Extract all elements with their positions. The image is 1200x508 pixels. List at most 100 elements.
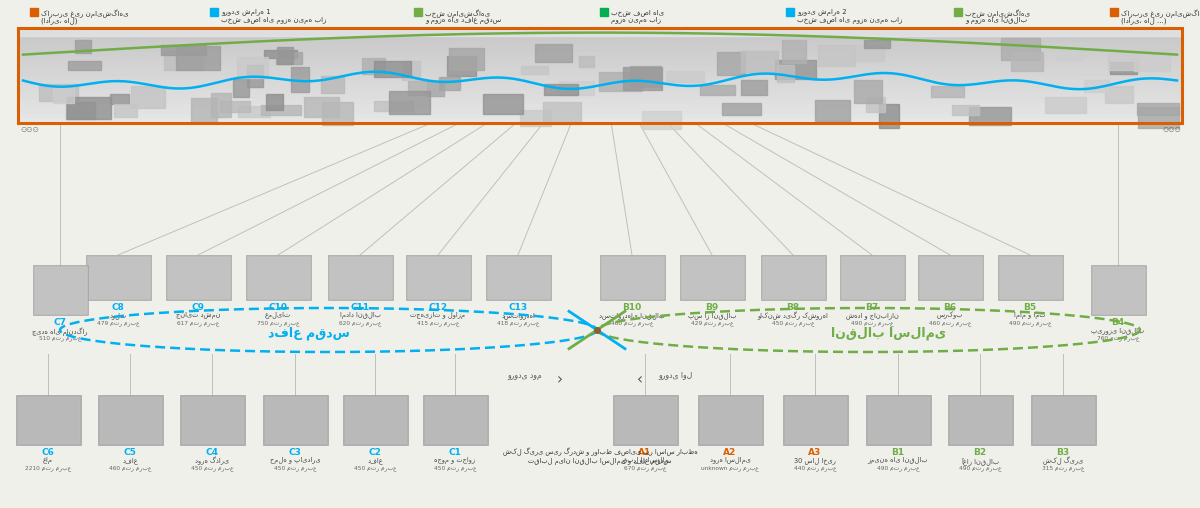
Bar <box>18 90 1182 94</box>
Bar <box>210 93 230 117</box>
Bar <box>1045 97 1086 113</box>
Bar <box>18 76 1182 80</box>
Bar <box>544 102 581 124</box>
Bar <box>191 98 217 122</box>
Bar <box>362 58 385 74</box>
Text: C3: C3 <box>288 448 301 457</box>
Text: C13: C13 <box>509 303 528 312</box>
Bar <box>181 397 242 443</box>
Bar <box>614 397 676 443</box>
Text: 450 متر مربع: 450 متر مربع <box>433 465 476 471</box>
Text: 510 متر مربع: 510 متر مربع <box>38 335 82 341</box>
Text: امداد انقلاب: امداد انقلاب <box>340 312 380 319</box>
Bar <box>1000 257 1061 298</box>
Text: هجوم و تجاوز: هجوم و تجاوز <box>434 457 475 464</box>
Bar <box>323 102 353 124</box>
Text: دولت: دولت <box>109 312 127 319</box>
Text: ورودی دوم: ورودی دوم <box>508 370 542 379</box>
Bar <box>931 86 965 98</box>
Bar <box>16 395 80 445</box>
Text: و موزه های دفاع مقدس: و موزه های دفاع مقدس <box>425 17 502 24</box>
Text: C1: C1 <box>449 448 462 457</box>
Bar <box>97 395 162 445</box>
Bar <box>166 255 230 300</box>
Bar <box>114 104 137 117</box>
Bar <box>642 111 682 129</box>
Bar <box>427 82 444 96</box>
Bar <box>18 104 1182 109</box>
Text: واکنش دیگر کشورها: واکنش دیگر کشورها <box>757 312 828 321</box>
Bar <box>374 61 410 77</box>
Text: بخش فضا های موزه نیمه باز: بخش فضا های موزه نیمه باز <box>221 17 326 24</box>
Bar <box>818 45 856 66</box>
Text: موزه نیمه باز: موزه نیمه باز <box>611 17 661 24</box>
Text: امام و امت: امام و امت <box>1014 312 1046 319</box>
Bar <box>954 8 962 16</box>
Text: سرکوب: سرکوب <box>937 312 964 320</box>
Text: پس از انقلاب: پس از انقلاب <box>688 312 737 319</box>
Bar <box>919 257 980 298</box>
Text: ›: › <box>557 372 563 388</box>
Text: C4: C4 <box>205 448 218 457</box>
Bar <box>330 257 390 298</box>
Text: B9: B9 <box>706 303 719 312</box>
Bar <box>264 397 325 443</box>
Bar <box>840 255 905 300</box>
Bar <box>600 255 665 300</box>
Bar <box>439 77 461 89</box>
Bar <box>623 67 661 90</box>
Bar <box>1056 43 1084 60</box>
Text: شهدا و جانبازان: شهدا و جانبازان <box>846 312 899 319</box>
Text: B8: B8 <box>786 303 799 312</box>
Bar <box>953 105 979 115</box>
Text: 760 متر مربع: 760 متر مربع <box>1097 335 1139 341</box>
Bar <box>408 81 444 95</box>
Bar <box>968 107 1010 124</box>
Text: ‹: ‹ <box>637 372 643 388</box>
Text: عملیات: عملیات <box>265 312 292 319</box>
Text: 490 متر مربع: 490 متر مربع <box>959 465 1001 471</box>
Text: C7: C7 <box>54 318 66 327</box>
Text: (اداری، هال): (اداری، هال) <box>41 17 78 24</box>
Text: حمله و پایداری: حمله و پایداری <box>270 457 320 464</box>
Text: 490 متر مربع: 490 متر مربع <box>1009 320 1051 326</box>
Text: 2210 متر مربع: 2210 متر مربع <box>25 465 71 471</box>
Bar <box>304 97 340 117</box>
Text: پیروزی انقلاب: پیروزی انقلاب <box>1091 327 1145 334</box>
Bar <box>246 255 311 300</box>
Bar <box>601 257 662 298</box>
Bar <box>18 66 1182 71</box>
Bar <box>18 33 1182 38</box>
Bar <box>239 106 270 117</box>
Bar <box>786 8 794 16</box>
Bar <box>100 397 161 443</box>
Bar <box>344 397 406 443</box>
Bar <box>292 68 308 92</box>
Bar <box>679 255 744 300</box>
Bar <box>1109 53 1139 70</box>
Bar <box>880 104 899 128</box>
Bar <box>716 52 745 75</box>
Bar <box>76 40 91 52</box>
Bar <box>521 110 551 126</box>
Text: ورودی شماره 1: ورودی شماره 1 <box>221 9 271 16</box>
Bar <box>66 102 95 119</box>
Bar <box>18 52 1182 56</box>
Text: 450 متر مربع: 450 متر مربع <box>354 465 396 471</box>
Bar <box>865 395 930 445</box>
Bar <box>700 84 736 95</box>
Bar <box>233 79 248 98</box>
Bar <box>18 80 1182 85</box>
Bar <box>406 255 470 300</box>
Bar <box>1092 267 1144 313</box>
Bar <box>35 267 85 313</box>
Text: A1: A1 <box>638 448 652 457</box>
Bar <box>53 85 74 103</box>
Bar <box>782 395 847 445</box>
Bar <box>1105 86 1133 103</box>
Text: ⚇⚇⚇: ⚇⚇⚇ <box>1162 127 1181 133</box>
Text: 479 متر مربع: 479 متر مربع <box>97 320 139 326</box>
Text: ⚇⚇⚇: ⚇⚇⚇ <box>20 127 38 133</box>
Text: بخش نمایشگاهی: بخش نمایشگاهی <box>965 9 1030 18</box>
Text: و موزه های انقلاب: و موزه های انقلاب <box>965 17 1027 24</box>
